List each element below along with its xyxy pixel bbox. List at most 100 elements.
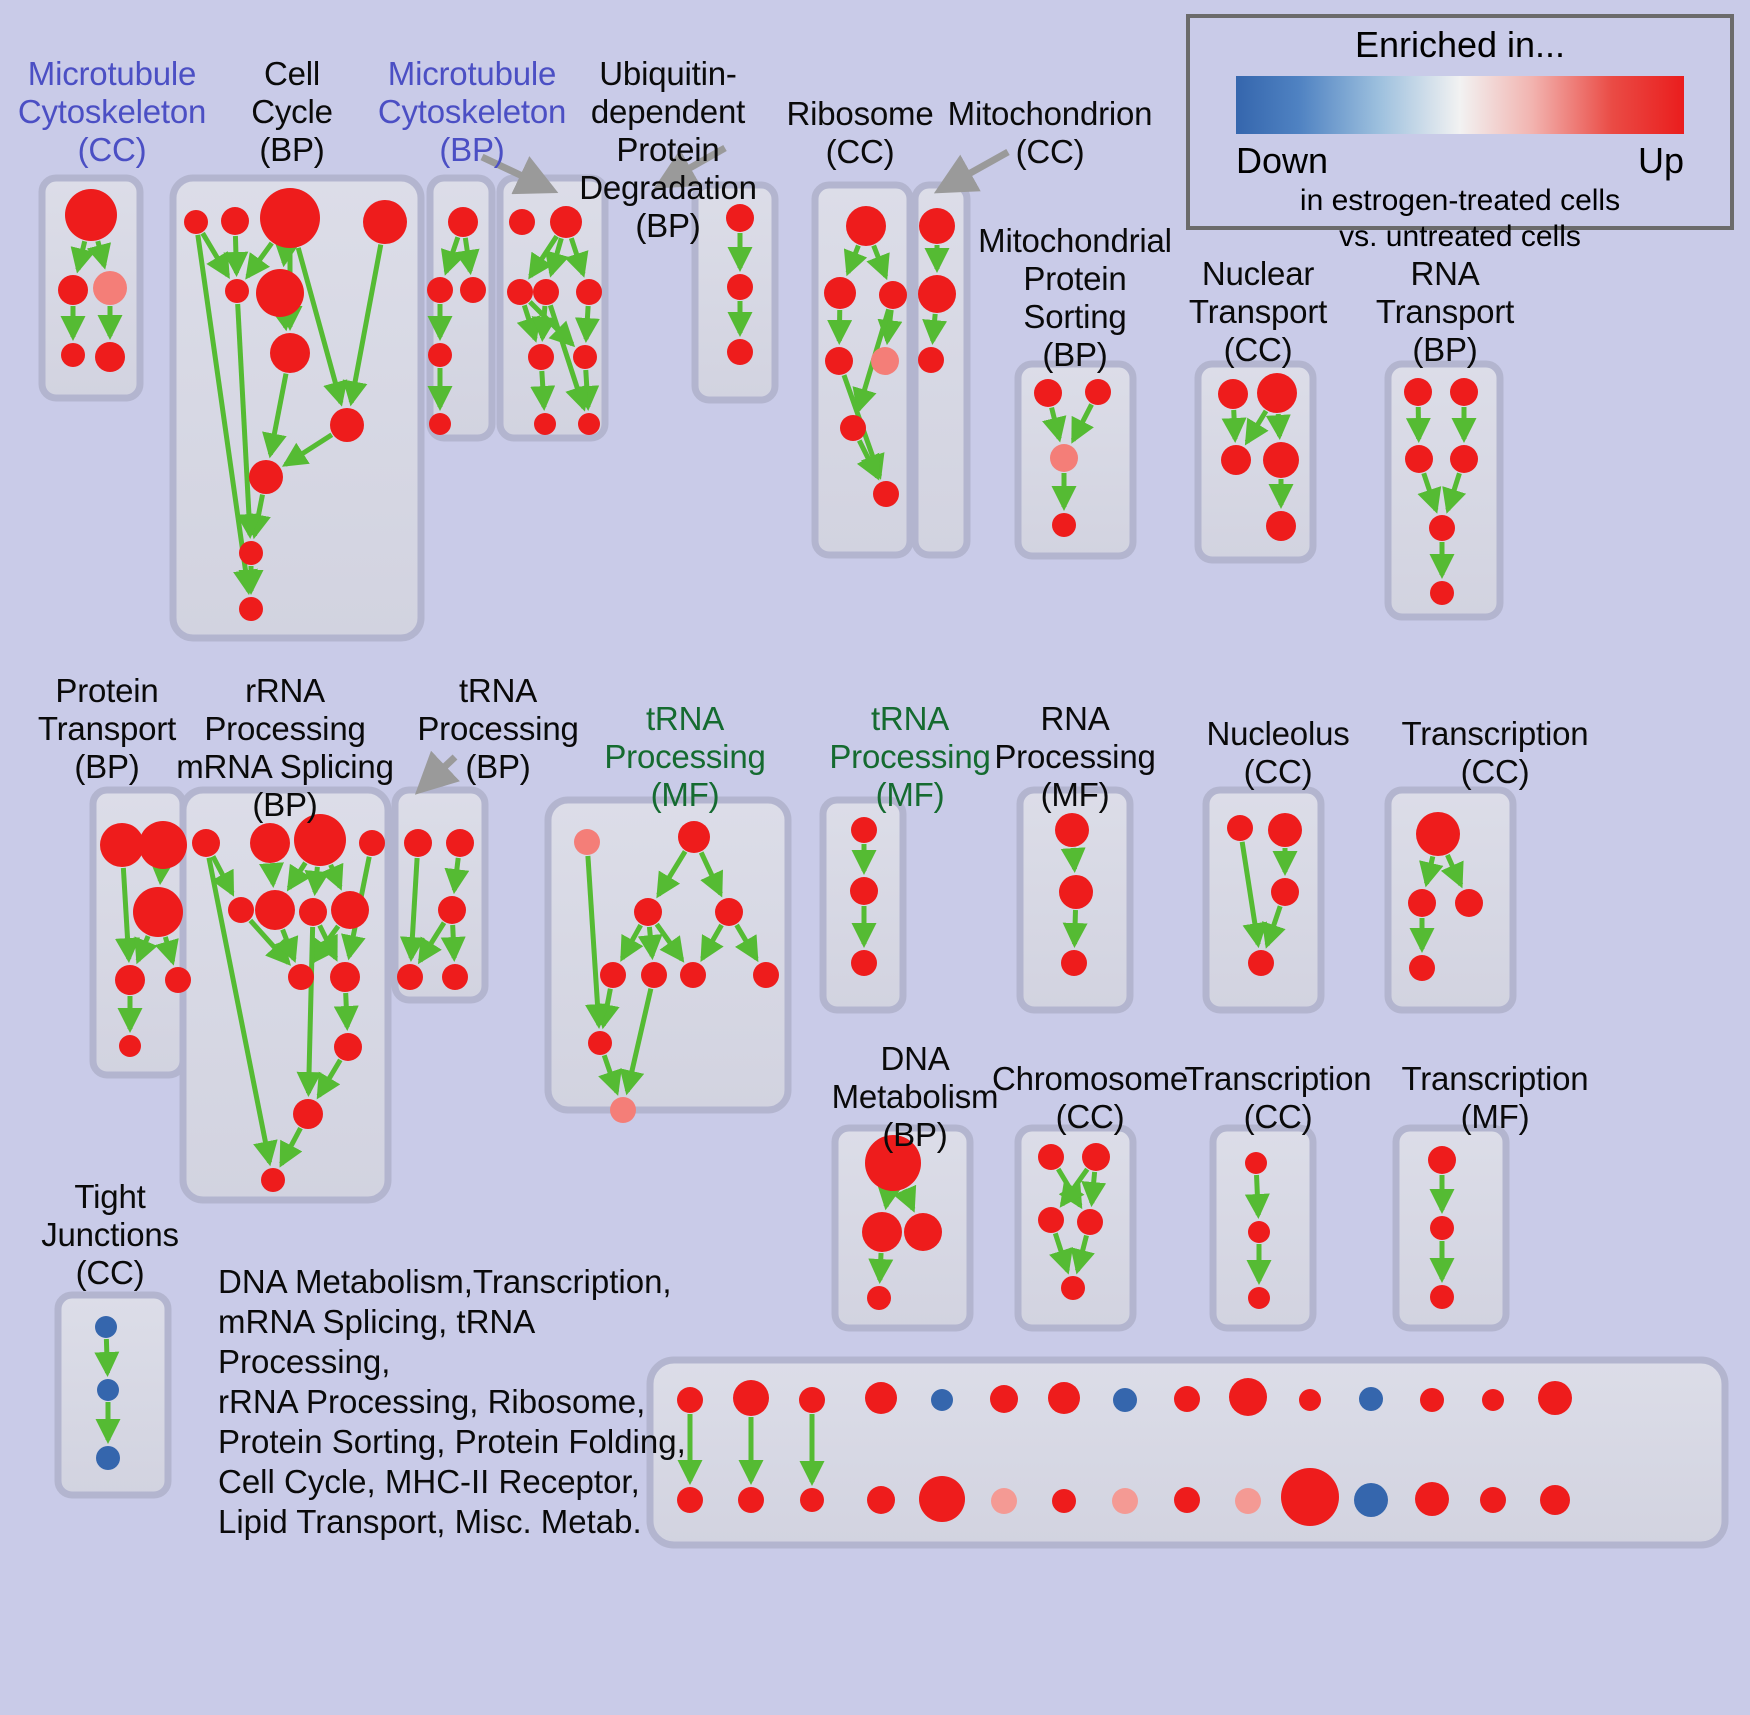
- cluster-panel: [1016, 786, 1134, 1014]
- edge: [698, 851, 723, 898]
- edge: [200, 231, 230, 279]
- gene-node: [93, 271, 127, 305]
- legend-down-label: Down: [1236, 140, 1329, 181]
- gene-node: [534, 413, 556, 435]
- gene-node: [1415, 1482, 1449, 1516]
- gene-node: [919, 208, 955, 244]
- gene-node: [931, 1389, 953, 1411]
- gene-node: [1408, 889, 1436, 917]
- gene-node: [507, 279, 533, 305]
- edge: [440, 236, 465, 276]
- edge: [654, 922, 685, 963]
- edge: [245, 241, 274, 280]
- edge: [210, 855, 235, 897]
- gene-node: [1263, 442, 1299, 478]
- gene-node: [904, 1213, 942, 1251]
- edge: [620, 923, 644, 962]
- edge: [877, 309, 903, 346]
- edge: [516, 304, 541, 343]
- cluster-panel: [89, 786, 187, 1079]
- gene-node: [1540, 1485, 1570, 1515]
- edge: [454, 237, 480, 276]
- gene-node: [1248, 950, 1274, 976]
- edge: [399, 857, 425, 963]
- gene-node: [727, 339, 753, 365]
- gene-node: [862, 1212, 902, 1252]
- gene-node: [641, 962, 667, 988]
- edge: [246, 494, 271, 540]
- cluster-label-rna-processing-mf: RNA Processing (MF): [994, 700, 1156, 813]
- gene-node: [1354, 1483, 1388, 1517]
- edge: [86, 240, 112, 270]
- edge: [1261, 905, 1286, 949]
- edge: [856, 439, 880, 481]
- gene-node: [448, 207, 478, 237]
- gene-node: [1268, 813, 1302, 847]
- edge: [1060, 847, 1086, 874]
- gene-node: [715, 898, 743, 926]
- edge: [530, 370, 556, 412]
- edge: [134, 935, 158, 965]
- edge: [585, 855, 610, 1030]
- gene-node: [1052, 513, 1076, 537]
- gene-node: [678, 821, 710, 853]
- cluster-panel: [1392, 1124, 1510, 1332]
- gene-node: [460, 277, 486, 303]
- cluster-panel: [911, 181, 971, 559]
- edge: [1049, 1232, 1073, 1275]
- cluster-label-microtubule-cytoskeleton-bp: Microtubule Cytoskeleton (BP): [377, 55, 567, 168]
- edge: [440, 924, 466, 963]
- gene-node: [1245, 1152, 1267, 1174]
- edge: [315, 924, 338, 962]
- cluster-label-trna-processing-mf-large: tRNA Processing (MF): [604, 700, 766, 813]
- cluster-panel: [38, 174, 144, 402]
- edge: [1442, 472, 1467, 514]
- cluster-label-mitochondrion-cc: Mitochondrion (CC): [947, 95, 1153, 170]
- edge: [877, 1183, 902, 1211]
- edge: [149, 859, 175, 886]
- gene-node: [192, 829, 220, 857]
- edge: [574, 305, 600, 344]
- legend-title: Enriched in...: [1354, 24, 1566, 65]
- edge: [1244, 409, 1269, 446]
- edge: [656, 850, 688, 899]
- gene-node: [918, 347, 944, 373]
- edge: [154, 936, 179, 966]
- edge: [316, 1058, 343, 1100]
- cluster-panel: [1202, 786, 1325, 1014]
- gene-node: [846, 206, 886, 246]
- gene-node: [1482, 1389, 1504, 1411]
- cluster-panel: [1014, 1124, 1137, 1332]
- cluster-label-tight-junctions-cc: Tight Junctions (CC): [41, 1178, 179, 1291]
- cluster-label-dna-metabolism-bp: DNA Metabolism (BP): [831, 1040, 999, 1153]
- gene-node: [1085, 379, 1111, 405]
- legend-sub-line-1: in estrogen-treated cells: [1299, 184, 1621, 217]
- gene-node: [578, 413, 600, 435]
- edge: [444, 857, 470, 895]
- edge: [279, 1126, 303, 1168]
- gene-node: [1266, 511, 1296, 541]
- cluster-label-chromosome-cc: Chromosome (CC): [991, 1060, 1189, 1135]
- gene-node: [428, 343, 452, 367]
- edge: [922, 313, 948, 346]
- gene-node: [1059, 875, 1093, 909]
- edge: [281, 432, 334, 467]
- cluster-label-nuclear-transport-cc: Nuclear Transport (CC): [1188, 255, 1328, 368]
- gene-node: [249, 460, 283, 494]
- gene-node: [1221, 445, 1251, 475]
- gene-node: [1038, 1207, 1064, 1233]
- edge: [259, 862, 284, 889]
- gene-node: [100, 823, 144, 867]
- gene-node: [1271, 878, 1299, 906]
- cluster-panel: [1384, 786, 1517, 1014]
- gene-node: [133, 887, 183, 937]
- edge: [528, 300, 576, 348]
- gene-node: [610, 1097, 636, 1123]
- edge: [598, 1054, 622, 1096]
- gene-node: [270, 333, 310, 373]
- cluster-label-nucleolus-cc: Nucleolus (CC): [1206, 715, 1350, 790]
- gene-node: [680, 962, 706, 988]
- gene-node: [600, 962, 626, 988]
- gene-node: [1281, 1468, 1339, 1526]
- gene-node: [1055, 813, 1089, 847]
